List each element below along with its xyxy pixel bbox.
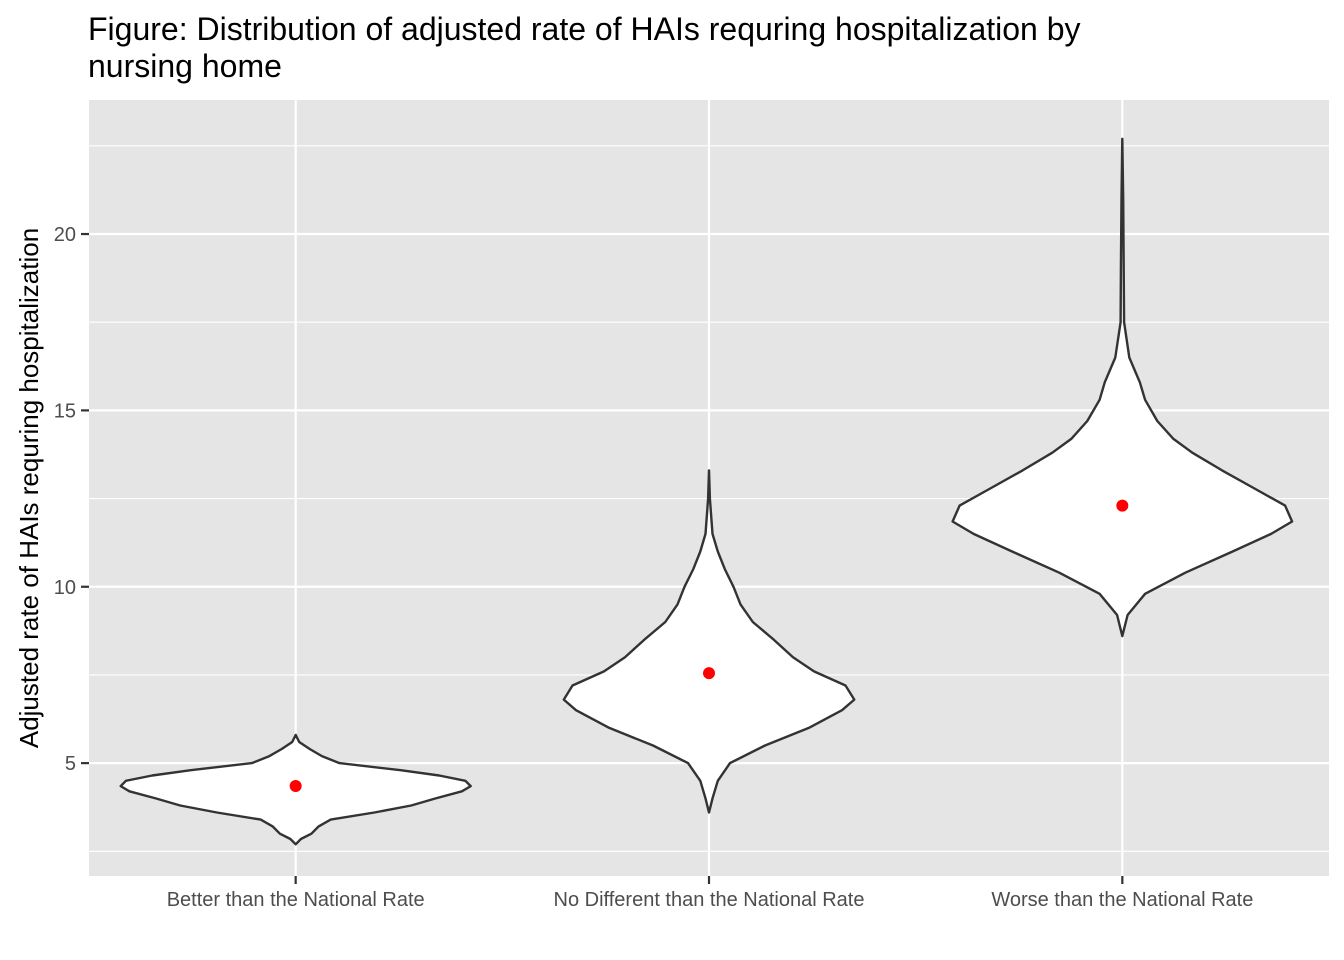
- violin-2: [951, 137, 1294, 638]
- mean-points: [289, 499, 1129, 793]
- x-tick-label: Better than the National Rate: [167, 889, 425, 911]
- chart-title-line-1: Figure: Distribution of adjusted rate of…: [88, 11, 1081, 47]
- y-tick-label: 20: [54, 224, 76, 246]
- x-tick-label: Worse than the National Rate: [991, 889, 1253, 911]
- y-tick-label: 5: [65, 753, 76, 775]
- mean-point-1: [703, 667, 715, 680]
- y-tick-label: 10: [54, 577, 76, 599]
- mean-point-0: [289, 780, 302, 793]
- y-axis: 5 10 15 20: [54, 224, 89, 775]
- x-axis: Better than the National Rate No Differen…: [167, 876, 1253, 911]
- y-tick-label: 15: [54, 400, 76, 422]
- violin-1: [562, 469, 856, 814]
- x-tick-label: No Different than the National Rate: [554, 889, 865, 911]
- chart-title-line-2: nursing home: [88, 48, 282, 84]
- y-axis-title: Adjusted rate of HAIs requring hospitali…: [14, 228, 44, 748]
- mean-point-2: [1116, 499, 1129, 512]
